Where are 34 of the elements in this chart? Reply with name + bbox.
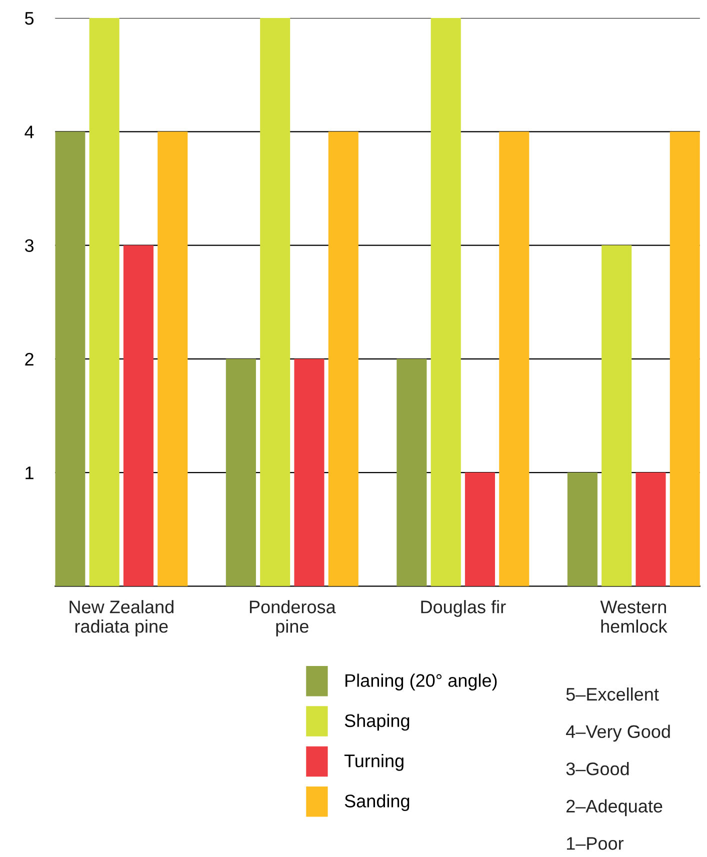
y-tick-label: 1 [26, 466, 34, 480]
x-tick-label: Ponderosa pine [250, 600, 336, 636]
x-tick-label: New Zealand radiata pine [70, 600, 174, 636]
legend-label: Planing (20° angle) [346, 674, 497, 690]
text: 4–Very Good [566, 724, 670, 742]
bar [567, 472, 598, 586]
y-tick-label: 3 [24, 239, 34, 252]
bar [636, 472, 666, 586]
bar [499, 132, 530, 586]
bar [123, 245, 154, 586]
bar [670, 132, 700, 586]
y-tick-label: 5 [24, 12, 34, 25]
bar [260, 18, 290, 586]
legend-label: Turning [344, 754, 404, 771]
bar [89, 18, 120, 586]
bar [602, 245, 632, 586]
bar [396, 358, 427, 586]
bar [328, 132, 358, 586]
bar [158, 132, 188, 586]
legend-label: Shaping [344, 714, 410, 731]
legend-label: Sanding [344, 794, 410, 812]
bar [226, 358, 256, 586]
y-tick-label: 2 [25, 352, 34, 366]
bar [464, 472, 496, 586]
text: 3–Good [566, 762, 629, 776]
text: 5–Excellent [566, 687, 659, 701]
bar [430, 18, 461, 586]
y-tick-label: 4 [24, 126, 34, 138]
x-tick-label: Douglas fir [421, 600, 506, 617]
text: 2–Adequate [566, 799, 662, 816]
bar [294, 358, 324, 586]
bar [55, 132, 86, 586]
x-tick-label: Western hemlock [600, 600, 668, 633]
text: 1–Poor [566, 837, 624, 850]
